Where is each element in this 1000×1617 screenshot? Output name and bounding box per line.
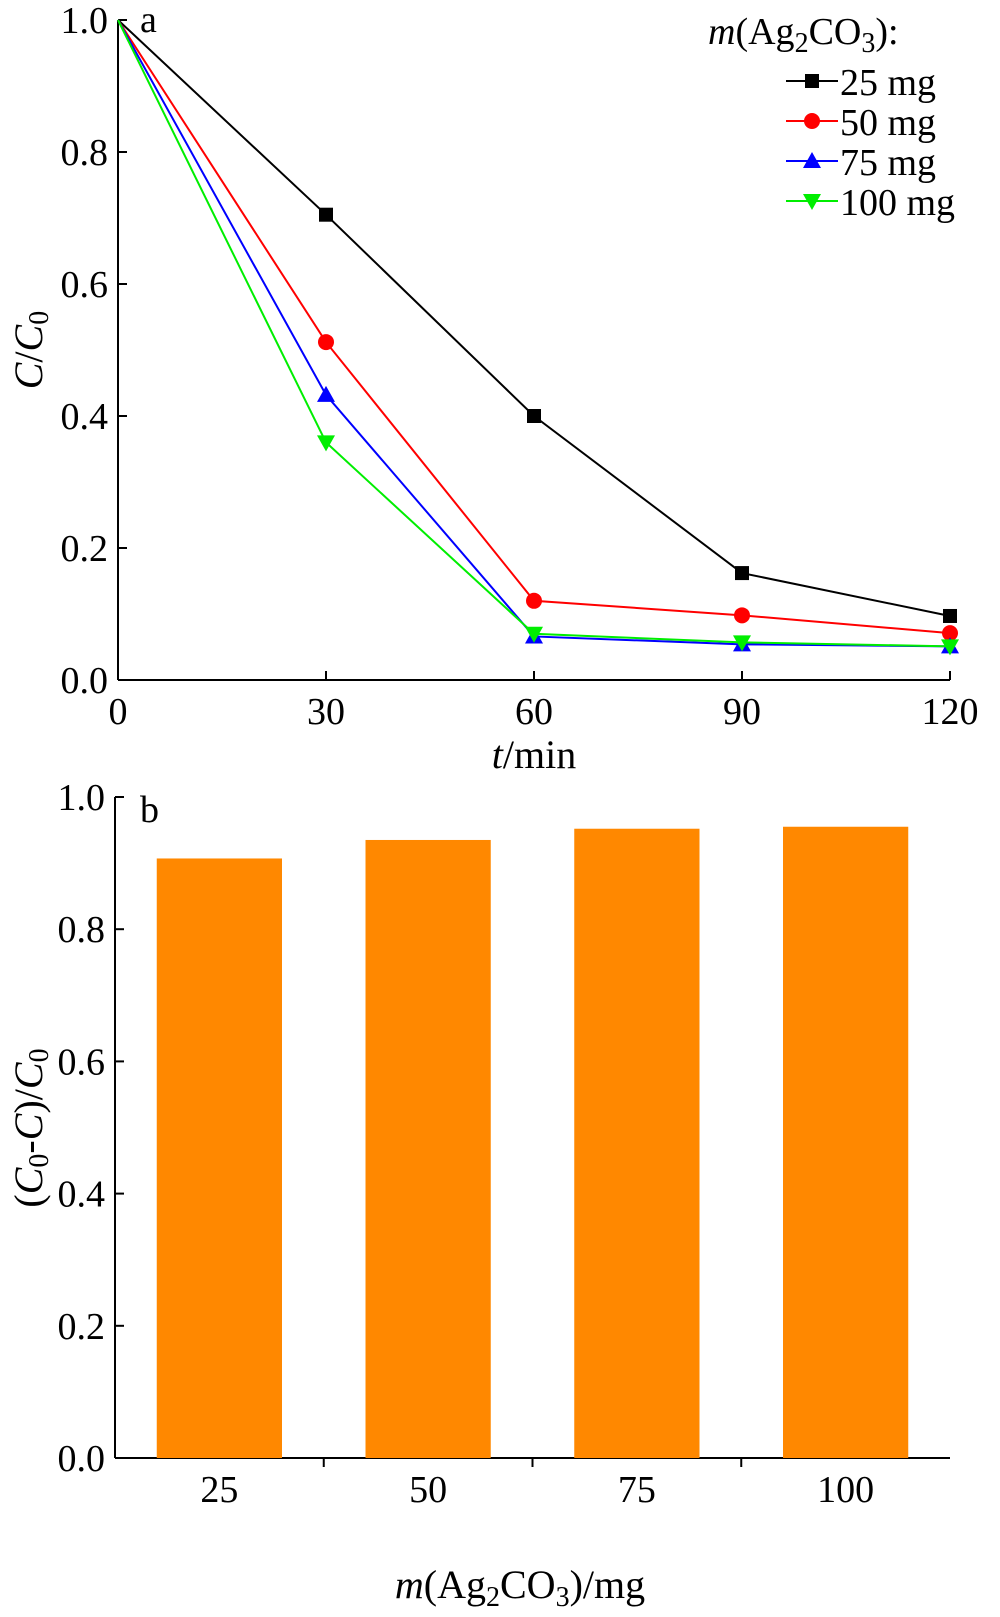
series-line: [117, 19, 951, 617]
legend-label: 75 mg: [840, 142, 936, 184]
x-tick-label: 100: [817, 1469, 874, 1511]
data-point: [734, 607, 750, 624]
data-point: [527, 409, 541, 423]
panel-b-x-axis-title: m(Ag2CO3)/mg: [395, 1562, 645, 1613]
legend-marker: [803, 152, 821, 168]
data-point: [735, 566, 749, 581]
x-tick-label: 60: [515, 691, 553, 733]
data-point: [733, 635, 751, 652]
x-tick-label: 90: [723, 691, 761, 733]
legend-title: m(Ag2CO3):: [708, 11, 899, 59]
x-tick-label: 25: [200, 1469, 238, 1511]
y-tick-label: 1.0: [61, 0, 109, 42]
panel-b-y-axis-title: (C0-C)/C0: [6, 1048, 55, 1207]
data-point: [317, 435, 335, 452]
x-tick-label: 50: [409, 1469, 447, 1511]
x-tick-label: 75: [618, 1469, 656, 1511]
legend-marker: [803, 194, 821, 210]
data-point: [317, 385, 335, 402]
x-tick-label: 0: [109, 691, 128, 733]
panel-b-letter: b: [140, 789, 159, 831]
y-tick-label: 0.2: [61, 528, 109, 570]
series-line: [117, 19, 951, 648]
data-point: [941, 639, 959, 656]
bar-50: [365, 839, 491, 1458]
panel-b-y-ticks: 0.0 0.2 0.4 0.6 0.8 1.0: [58, 777, 124, 1480]
y-tick-label: 0.8: [58, 909, 106, 951]
legend-label: 100 mg: [840, 182, 955, 224]
data-point: [525, 626, 543, 643]
legend-label: 50 mg: [840, 102, 936, 144]
series-75-mg: [117, 19, 959, 654]
panel-a-x-axis-title: t/min: [492, 732, 576, 777]
chart-panel-a: a 0.0 0.2 0.4 0.6 0.8 1.0 0 30 60 90 120 m(Ag2CO3…: [6, 0, 979, 777]
legend-entry: 25 mg: [786, 62, 936, 104]
panel-b-x-ticks: 25 50 75 100: [200, 1458, 874, 1511]
legend-marker: [805, 74, 819, 88]
y-tick-label: 0.2: [58, 1306, 106, 1348]
y-tick-label: 0.6: [61, 264, 109, 306]
data-point: [319, 207, 333, 222]
bar-100: [783, 826, 909, 1458]
bar-75: [574, 828, 700, 1458]
legend-entry: 100 mg: [786, 182, 955, 224]
series-100-mg: [117, 19, 959, 656]
legend-marker: [804, 113, 820, 129]
panel-a-series: [117, 19, 959, 656]
data-point: [942, 625, 958, 642]
legend-entry: 50 mg: [786, 102, 936, 144]
panel-a-letter: a: [140, 0, 157, 41]
y-tick-label: 0.4: [61, 396, 109, 438]
legend-entry: 75 mg: [786, 142, 936, 184]
series-50-mg: [117, 19, 958, 642]
y-tick-label: 0.8: [61, 132, 109, 174]
y-tick-label: 0.0: [61, 660, 109, 702]
legend-label: 25 mg: [840, 62, 936, 104]
y-tick-label: 0.6: [58, 1041, 106, 1083]
y-tick-label: 1.0: [58, 777, 106, 819]
chart-panel-b: b 0.0 0.2 0.4 0.6 0.8 1.0 25 50 75 100 m(Ag2CO3)…: [6, 777, 950, 1613]
panel-b-bars: [156, 826, 909, 1458]
series-25-mg: [117, 19, 957, 623]
x-tick-label: 30: [307, 691, 345, 733]
bar-25: [156, 858, 282, 1458]
y-tick-label: 0.0: [58, 1438, 106, 1480]
panel-a-y-axis-title: C/C0: [6, 311, 55, 390]
panel-a-x-ticks: 0 30 60 90 120: [109, 671, 979, 733]
data-point: [526, 592, 542, 609]
y-tick-label: 0.4: [58, 1174, 106, 1216]
panel-a-y-ticks: 0.0 0.2 0.4 0.6 0.8 1.0: [61, 0, 127, 702]
data-point: [943, 608, 957, 623]
data-point: [318, 334, 334, 351]
series-line: [117, 19, 951, 635]
series-line: [117, 19, 951, 648]
x-tick-label: 120: [922, 691, 979, 733]
